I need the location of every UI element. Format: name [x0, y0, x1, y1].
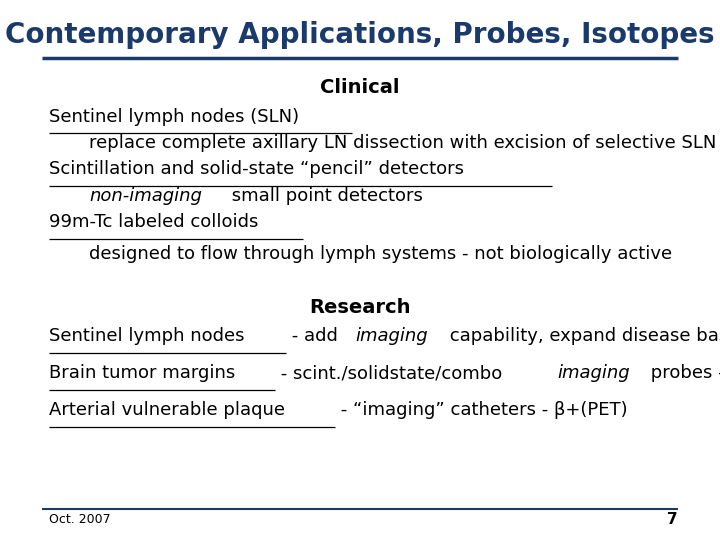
Text: Clinical: Clinical — [320, 78, 400, 97]
Text: imaging: imaging — [557, 364, 630, 382]
Text: imaging: imaging — [356, 327, 428, 345]
Text: 99m-Tc labeled colloids: 99m-Tc labeled colloids — [49, 213, 258, 231]
Text: Brain tumor margins: Brain tumor margins — [49, 364, 235, 382]
Text: designed to flow through lymph systems - not biologically active: designed to flow through lymph systems -… — [89, 245, 672, 263]
Text: - “imaging” catheters - β+(PET): - “imaging” catheters - β+(PET) — [335, 401, 628, 419]
Text: Oct. 2007: Oct. 2007 — [49, 514, 110, 526]
Text: Arterial vulnerable plaque: Arterial vulnerable plaque — [49, 401, 284, 419]
Text: non-imaging: non-imaging — [89, 187, 202, 205]
Text: capability, expand disease base: capability, expand disease base — [444, 327, 720, 345]
Text: - add: - add — [286, 327, 343, 345]
Text: Research: Research — [310, 298, 410, 316]
Text: 7: 7 — [667, 512, 678, 527]
Text: Sentinel lymph nodes (SLN): Sentinel lymph nodes (SLN) — [49, 107, 299, 125]
Text: replace complete axillary LN dissection with excision of selective SLN: replace complete axillary LN dissection … — [89, 134, 716, 152]
Text: - scint./solidstate/combo: - scint./solidstate/combo — [274, 364, 508, 382]
Text: Sentinel lymph nodes: Sentinel lymph nodes — [49, 327, 244, 345]
Text: probes - β+(PET): probes - β+(PET) — [645, 364, 720, 382]
Text: Scintillation and solid-state “pencil” detectors: Scintillation and solid-state “pencil” d… — [49, 160, 464, 178]
Text: small point detectors: small point detectors — [226, 187, 423, 205]
Text: Contemporary Applications, Probes, Isotopes: Contemporary Applications, Probes, Isoto… — [5, 21, 715, 49]
